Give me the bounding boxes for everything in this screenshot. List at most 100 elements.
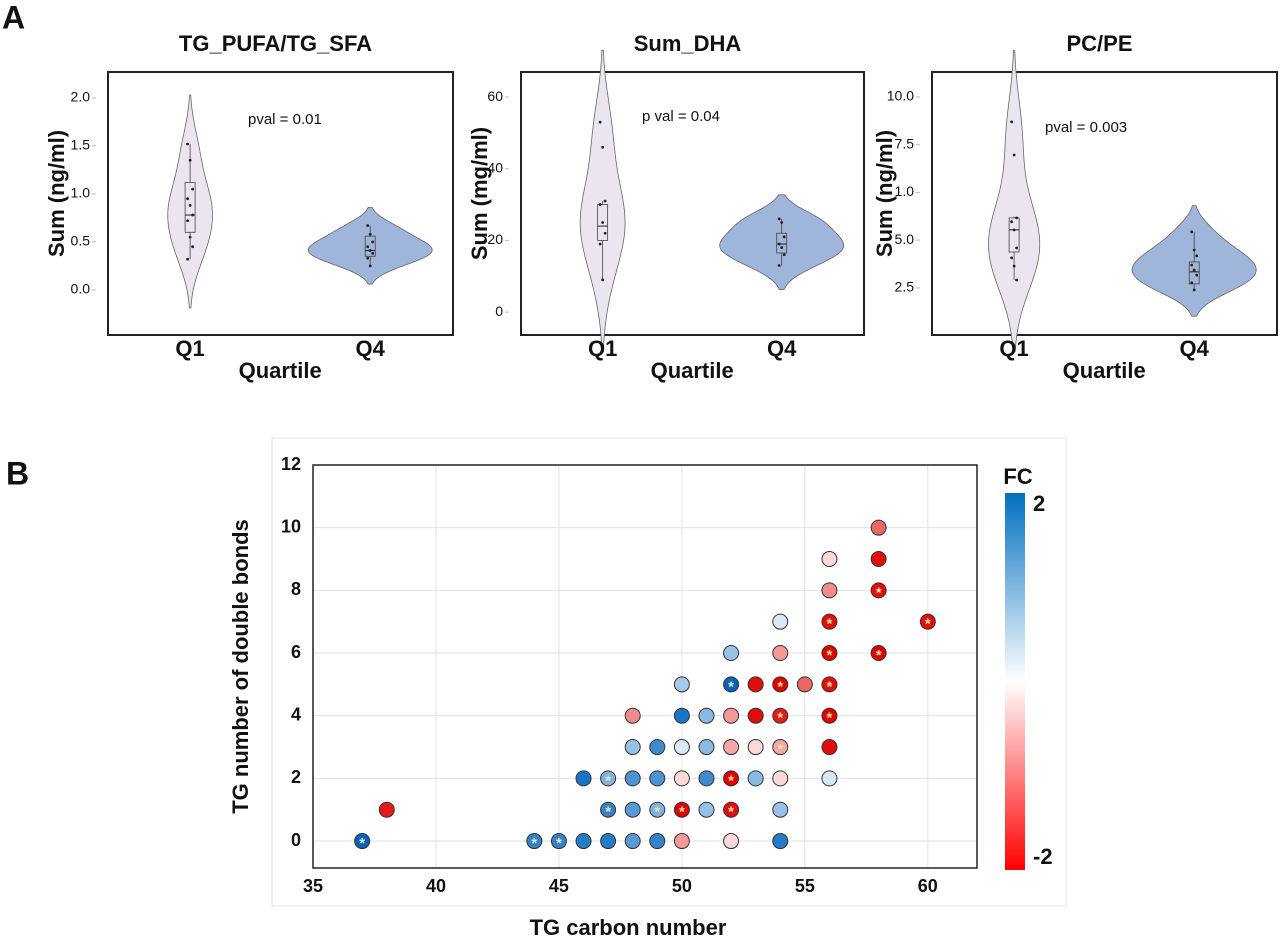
y-tick-label: 5.0: [895, 231, 915, 247]
plot-frame: [312, 464, 978, 869]
x-tick-label: 60: [918, 876, 938, 896]
box: [184, 181, 196, 233]
y-tick-label: 8: [291, 579, 301, 599]
data-point: [780, 221, 784, 224]
data-point: [673, 707, 690, 724]
data-point: [600, 770, 617, 787]
data-point: [698, 770, 715, 787]
significance-star: *: [654, 804, 660, 821]
y-tick-label: 1.0: [71, 185, 91, 201]
data-point: [723, 676, 740, 693]
data-point: [1195, 273, 1199, 277]
data-point: [772, 739, 789, 756]
significance-star: *: [777, 741, 783, 758]
data-point: [624, 739, 641, 756]
data-point: [870, 551, 887, 568]
significance-star: *: [728, 772, 734, 789]
data-point: [186, 142, 190, 146]
data-point: [1190, 230, 1194, 234]
data-point: [624, 801, 641, 818]
data-point: [1190, 281, 1194, 285]
y-tick-label: 0.5: [71, 233, 91, 249]
data-point: [601, 278, 605, 282]
data-point: [1010, 120, 1014, 124]
significance-star: *: [925, 616, 931, 633]
data-point: [1012, 153, 1016, 157]
data-point: [601, 145, 605, 149]
panel-label: B: [6, 455, 29, 491]
y-axis-label: Sum (mg/ml): [467, 127, 492, 260]
significance-star: *: [728, 678, 734, 695]
data-point: [191, 213, 195, 217]
data-point: [575, 833, 592, 850]
x-tick-label: 55: [795, 876, 815, 896]
data-point: [649, 739, 666, 756]
annotation: pval = 0.003: [1045, 119, 1127, 136]
box: [1188, 261, 1200, 285]
y-tick-label: 12: [281, 454, 301, 474]
data-point: [772, 707, 789, 724]
data-point: [821, 582, 838, 599]
data-point: [1015, 216, 1019, 220]
x-tick-label: Q4: [356, 336, 386, 361]
significance-star: *: [728, 804, 734, 821]
y-tick-label: 1.5: [71, 137, 91, 153]
panel-frame: [271, 437, 1067, 907]
plot-frame: [931, 71, 1278, 336]
data-point: [782, 253, 786, 257]
chart-title: Sum_DHA: [634, 31, 742, 56]
data-point: [870, 582, 887, 599]
violin: [579, 50, 626, 352]
data-point: [821, 707, 838, 724]
data-point: [673, 770, 690, 787]
data-point: [598, 203, 602, 206]
data-point: [366, 224, 370, 227]
data-point: [600, 833, 617, 850]
data-point: [603, 231, 607, 235]
data-point: [919, 613, 936, 630]
data-point: [821, 676, 838, 693]
y-tick-label: 10.0: [887, 88, 914, 104]
data-point: [188, 158, 192, 162]
data-point: [747, 676, 764, 693]
data-point: [772, 833, 789, 850]
data-point: [821, 645, 838, 662]
y-tick-label: 1.0: [895, 183, 915, 199]
significance-star: *: [827, 678, 833, 695]
data-point: [673, 833, 690, 850]
data-point: [747, 707, 764, 724]
colorbar-tick-label: -2: [1033, 844, 1053, 869]
data-point: [772, 770, 789, 787]
data-point: [1015, 246, 1019, 250]
significance-star: *: [827, 647, 833, 664]
data-point: [186, 219, 190, 223]
chart-title: TG_PUFA/TG_SFA: [179, 31, 372, 56]
y-tick-label: 20: [487, 231, 503, 247]
y-tick-label: 0: [495, 303, 503, 319]
data-point: [698, 707, 715, 724]
box: [776, 232, 788, 254]
x-tick-label: Q1: [175, 336, 204, 361]
data-point: [821, 770, 838, 787]
data-point: [1195, 254, 1199, 258]
data-point: [550, 833, 567, 850]
x-tick-label: Q1: [588, 336, 617, 361]
violin: [988, 50, 1041, 352]
data-point: [782, 235, 786, 239]
annotation: pval = 0.01: [248, 111, 322, 128]
y-axis-label: Sum (ng/ml): [872, 130, 897, 257]
data-point: [188, 204, 192, 207]
data-point: [598, 242, 602, 246]
box: [1008, 217, 1020, 253]
data-point: [1190, 263, 1194, 267]
x-tick-label: 50: [672, 876, 692, 896]
data-point: [698, 801, 715, 818]
data-point: [870, 519, 887, 536]
y-tick-label: 7.5: [895, 135, 915, 151]
data-point: [777, 264, 781, 267]
y-tick-label: 4: [291, 704, 301, 724]
data-point: [772, 801, 789, 818]
data-point: [673, 739, 690, 756]
